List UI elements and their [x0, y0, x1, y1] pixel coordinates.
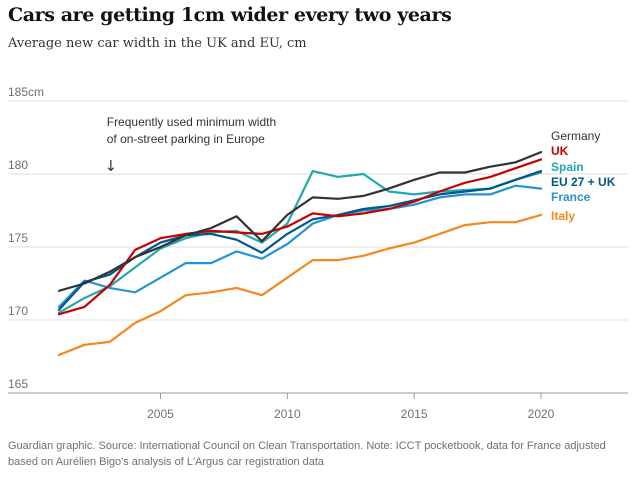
x-tick-label-2020: 2020	[528, 407, 555, 421]
series-line-germany	[57, 151, 543, 292]
annotation-line-2: of on-street parking in Europe	[107, 132, 265, 146]
series-label-uk: UK	[551, 144, 569, 158]
source-note: Guardian graphic. Source: International …	[8, 440, 606, 468]
gridlines	[8, 100, 628, 394]
series-label-spain: Spain	[551, 160, 584, 174]
series-line-spain	[57, 170, 543, 314]
series-line-uk	[57, 158, 543, 316]
series-line-eu-27-uk	[57, 170, 543, 311]
chart-subtitle: Average new car width in the UK and EU, …	[8, 36, 307, 51]
series-line-france	[57, 184, 543, 308]
x-tick-label-2015: 2015	[401, 407, 428, 421]
parking-annotation: Frequently used minimum width of on-stree…	[104, 115, 276, 175]
y-tick-label-180: 180	[8, 158, 28, 172]
y-tick-label-175: 175	[8, 231, 28, 245]
x-axis-ticks: 2005 2010 2015 2020	[147, 393, 555, 421]
y-tick-label-185: 185cm	[8, 85, 44, 99]
x-tick-label-2010: 2010	[274, 407, 301, 421]
annotation-line-1: Frequently used minimum width	[107, 115, 276, 129]
series-line-italy	[57, 213, 543, 357]
y-tick-label-165: 165	[8, 377, 28, 391]
x-tick-label-2005: 2005	[147, 407, 174, 421]
series-label-italy: Italy	[551, 209, 575, 223]
y-tick-label-170: 170	[8, 304, 28, 318]
series-label-eu-27-uk: EU 27 + UK	[551, 175, 616, 189]
series-lines	[57, 151, 543, 357]
series-label-france: France	[551, 190, 591, 204]
series-label-germany: Germany	[551, 129, 600, 143]
annotation-arrow: ↓	[104, 157, 117, 175]
y-axis-ticks: 165 170 175 180 185cm	[8, 85, 44, 391]
chart-title: Cars are getting 1cm wider every two yea…	[8, 4, 452, 26]
